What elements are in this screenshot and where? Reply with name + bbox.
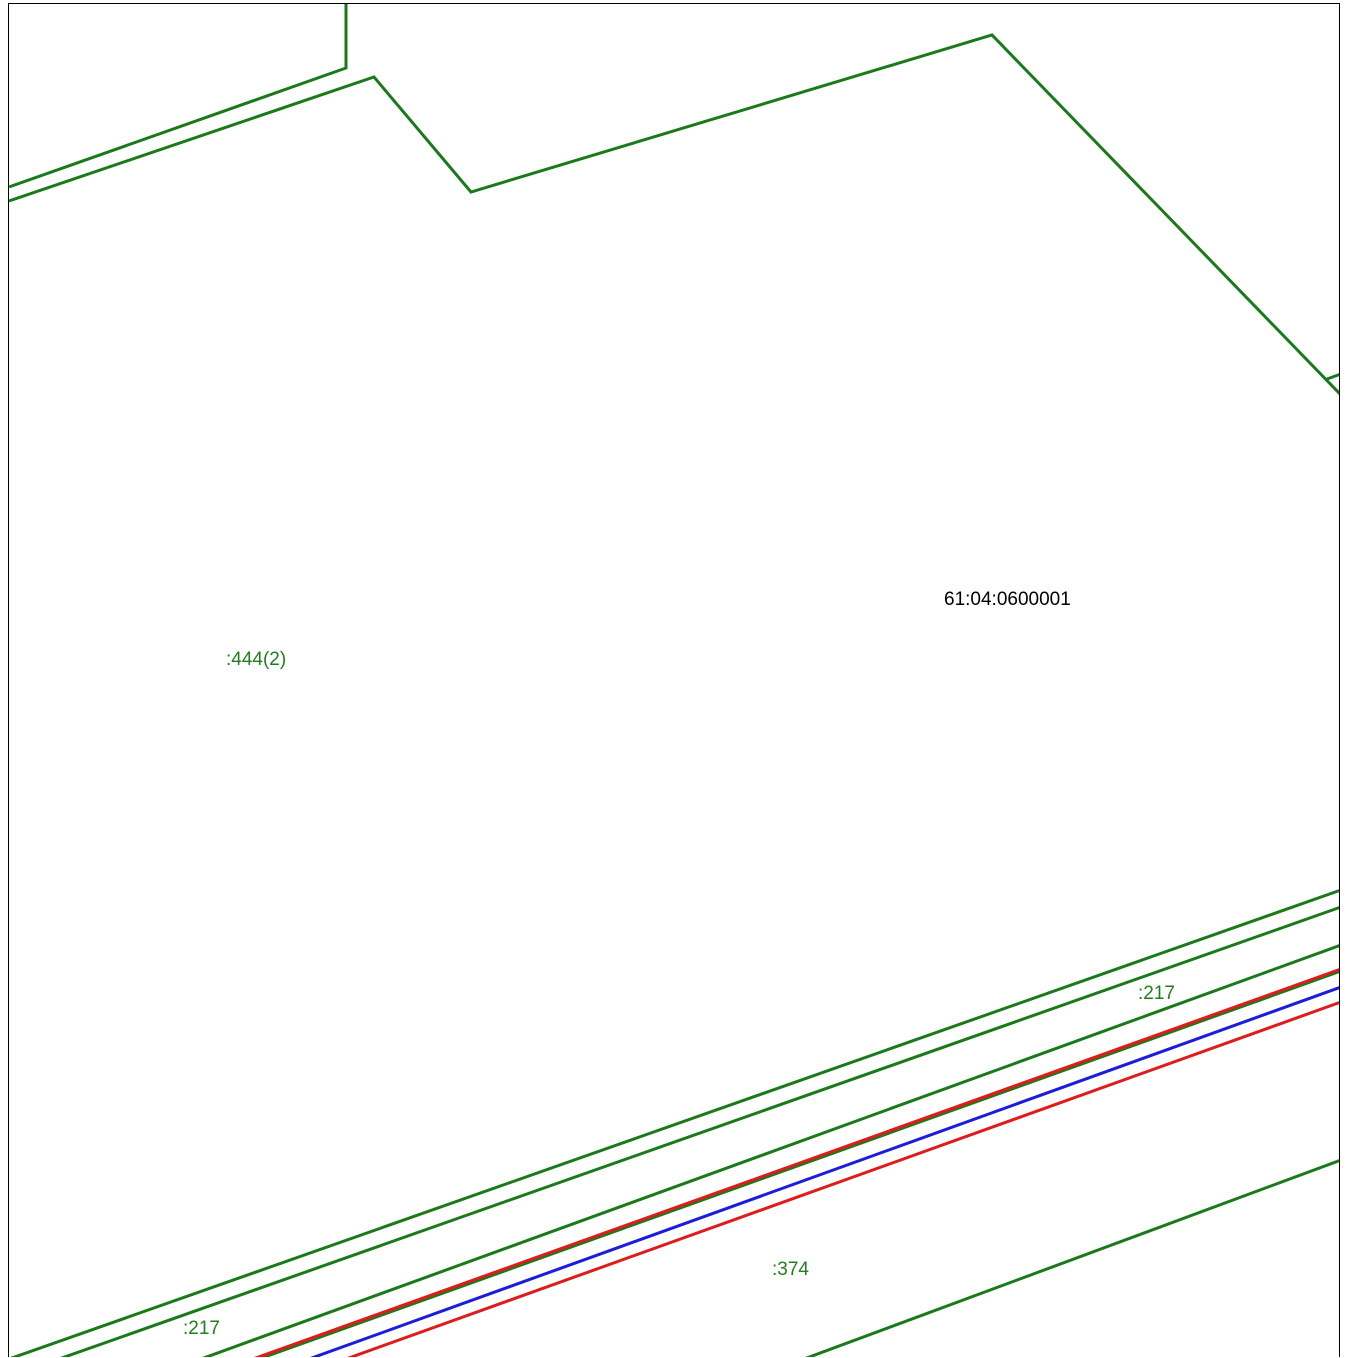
parcel-boundary-top-left bbox=[9, 4, 348, 189]
red-line-upper bbox=[254, 968, 1339, 1357]
parcel-boundary-road-1 bbox=[10, 889, 1339, 1357]
parcel-label-444: :444(2) bbox=[226, 649, 287, 670]
parcel-boundary-corner-right bbox=[1326, 373, 1339, 381]
quarter-cadastral-number: 61:04:0600001 bbox=[944, 589, 1071, 610]
parcel-boundary-444 bbox=[9, 33, 1339, 396]
parcel-label-217-right: :217 bbox=[1138, 983, 1175, 1004]
blue-line bbox=[310, 986, 1339, 1357]
parcel-boundary-road-2 bbox=[60, 906, 1339, 1357]
parcel-boundary-road-3 bbox=[202, 944, 1339, 1357]
parcel-label-374: :374 bbox=[772, 1259, 809, 1280]
parcel-boundary-374 bbox=[805, 1159, 1339, 1357]
map-canvas[interactable] bbox=[8, 3, 1340, 1357]
map-lines bbox=[9, 4, 1339, 1357]
parcel-boundary-road-4 bbox=[260, 970, 1339, 1357]
parcel-label-217-left: :217 bbox=[183, 1318, 220, 1339]
red-line-lower bbox=[347, 1001, 1339, 1357]
